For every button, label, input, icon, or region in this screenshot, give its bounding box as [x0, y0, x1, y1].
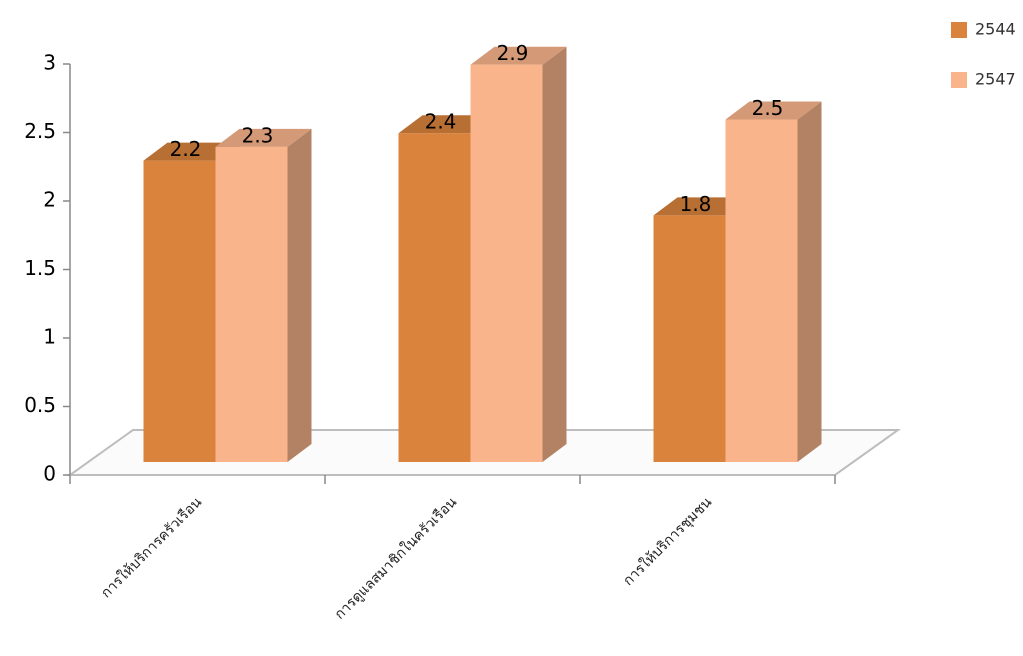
bar-side — [798, 102, 822, 463]
legend-label: 2547 — [975, 70, 1016, 89]
value-label: 2.3 — [242, 123, 274, 147]
bar-front — [654, 215, 726, 462]
y-tick-label: 2.5 — [24, 119, 56, 143]
bar — [216, 129, 312, 462]
bar-side — [543, 47, 567, 462]
y-tick-label: 0.5 — [24, 393, 56, 417]
value-label: 2.2 — [170, 137, 202, 161]
legend-label: 2544 — [975, 20, 1016, 39]
bar-front — [216, 147, 288, 462]
y-tick-label: 3 — [43, 51, 56, 75]
y-tick-label: 1.5 — [24, 256, 56, 280]
bar-front — [726, 120, 798, 463]
y-tick-label: 2 — [43, 188, 56, 212]
bar — [471, 47, 567, 462]
bar — [726, 102, 822, 463]
bar-front — [399, 133, 471, 462]
value-label: 2.5 — [752, 96, 784, 120]
legend-swatch — [951, 72, 967, 88]
x-tick-label: การดูแลสมาชิกในครัวเรือน — [331, 493, 460, 622]
y-tick-label: 1 — [43, 325, 56, 349]
legend-swatch — [951, 22, 967, 38]
value-label: 2.9 — [497, 41, 529, 65]
x-axis-ticks — [70, 475, 835, 484]
bar-front — [471, 65, 543, 462]
y-tick-label: 0 — [43, 462, 56, 486]
bar-front — [144, 161, 216, 462]
x-tick-label: การให้บริการชุมชน — [620, 493, 716, 589]
value-label: 1.8 — [680, 192, 712, 216]
x-tick-label: การให้บริการครัวเรือน — [98, 493, 206, 601]
value-label: 2.4 — [425, 110, 457, 134]
bar-side — [288, 129, 312, 462]
chart: 0 0.5 1 1.5 2 2.5 3 การให้บริการครัวเรือน 2.2 2.3… — [0, 0, 1023, 652]
